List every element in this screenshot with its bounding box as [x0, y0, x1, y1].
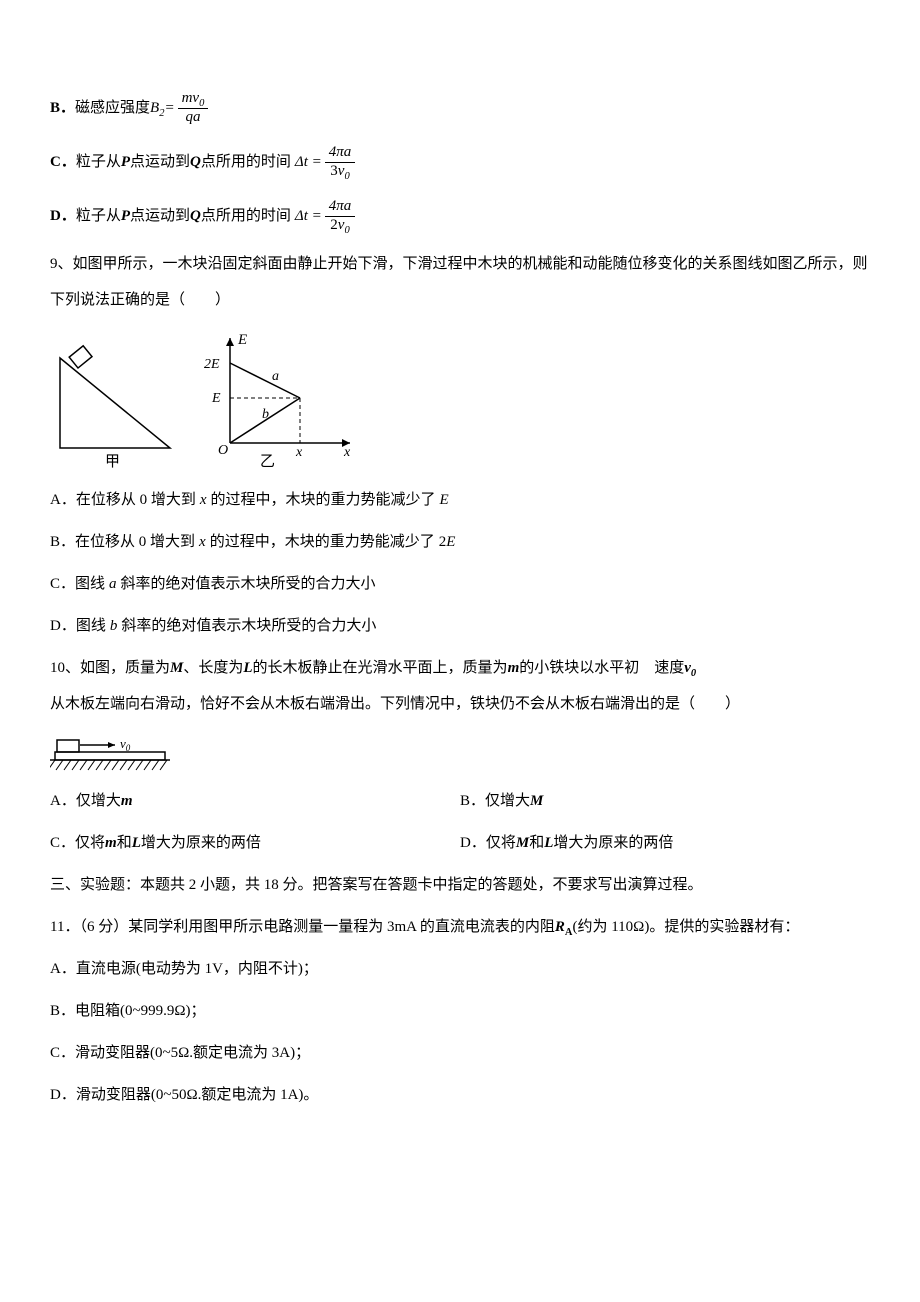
- q11-option-d: D．滑动变阻器(0~50Ω.额定电流为 1A)。: [50, 1077, 870, 1113]
- svg-text:x: x: [295, 445, 303, 460]
- sym-b2: B2: [150, 90, 164, 126]
- delta-t: Δt =: [295, 144, 322, 180]
- fraction: 4πa 3v0: [325, 144, 356, 180]
- q9-option-d: D．图线 b 斜率的绝对值表示木块所受的合力大小: [50, 608, 870, 644]
- q10-stem: 10、如图，质量为 M 、长度为 L 的长木板静止在光滑水平面上，质量为 m 的…: [50, 650, 870, 722]
- q11-stem: 11．（6 分）某同学利用图甲所示电路测量一量程为 3mA 的直流电流表的内阻 …: [50, 909, 870, 945]
- opt-text: 粒子从: [76, 144, 121, 180]
- q11-option-a: A．直流电源(电动势为 1V，内阻不计)；: [50, 951, 870, 987]
- q10-figure: v0: [50, 730, 870, 775]
- svg-text:O: O: [218, 443, 228, 458]
- q9-figures: 甲 E 2E E a b O x x 乙: [50, 328, 870, 468]
- q11-option-b: B．电阻箱(0~999.9Ω)；: [50, 993, 870, 1029]
- point-q: Q: [190, 198, 201, 234]
- incline-diagram: 甲: [50, 338, 180, 468]
- svg-text:E: E: [237, 332, 247, 348]
- q10-options-row1: A．仅增大 m B．仅增大 M: [50, 783, 870, 825]
- section3-heading: 三、实验题：本题共 2 小题，共 18 分。把答案写在答题卡中指定的答题处，不要…: [50, 867, 870, 903]
- opt-text: 点所用的时间: [201, 198, 291, 234]
- opt-prefix: C．: [50, 144, 76, 180]
- opt-text: 磁感应强度: [75, 90, 150, 126]
- q10-option-a: A．仅增大 m: [50, 783, 460, 819]
- q9-option-b: B．在位移从 0 增大到 x 的过程中，木块的重力势能减少了 2E: [50, 524, 870, 560]
- q8-option-b: B． 磁感应强度 B2 = mv0 qa: [50, 90, 870, 126]
- q10-option-c: C．仅将 m 和 L 增大为原来的两倍: [50, 825, 460, 861]
- q10-option-b: B．仅增大 M: [460, 783, 870, 819]
- point-p: P: [121, 198, 130, 234]
- opt-text: 粒子从: [76, 198, 121, 234]
- opt-text: 点运动到: [130, 198, 190, 234]
- opt-prefix: B．: [50, 90, 75, 126]
- energy-graph: E 2E E a b O x x 乙: [200, 328, 360, 468]
- q9-option-c: C．图线 a 斜率的绝对值表示木块所受的合力大小: [50, 566, 870, 602]
- opt-text: 点运动到: [130, 144, 190, 180]
- svg-text:v0: v0: [120, 736, 131, 753]
- svg-text:E: E: [211, 391, 221, 406]
- q8-option-c: C． 粒子从 P 点运动到 Q 点所用的时间 Δt = 4πa 3v0: [50, 144, 870, 180]
- svg-text:b: b: [262, 407, 269, 422]
- svg-text:a: a: [272, 369, 279, 384]
- q8-option-d: D． 粒子从 P 点运动到 Q 点所用的时间 Δt = 4πa 2v0: [50, 198, 870, 234]
- fraction: 4πa 2v0: [325, 198, 356, 234]
- eq: =: [164, 90, 174, 126]
- opt-text: 点所用的时间: [201, 144, 291, 180]
- block-board-diagram: v0: [50, 730, 180, 775]
- svg-text:2E: 2E: [204, 357, 220, 372]
- q9-stem: 9、如图甲所示，一木块沿固定斜面由静止开始下滑，下滑过程中木块的机械能和动能随位…: [50, 246, 870, 318]
- point-p: P: [121, 144, 130, 180]
- point-q: Q: [190, 144, 201, 180]
- q10-option-d: D．仅将 M 和 L 增大为原来的两倍: [460, 825, 870, 861]
- delta-t: Δt =: [295, 198, 322, 234]
- q9-figure-jia: 甲: [50, 338, 180, 468]
- svg-text:甲: 甲: [105, 454, 120, 468]
- fraction: mv0 qa: [178, 90, 209, 126]
- q9-option-a: A．在位移从 0 增大到 x 的过程中，木块的重力势能减少了 E: [50, 482, 870, 518]
- q11-option-c: C．滑动变阻器(0~5Ω.额定电流为 3A)；: [50, 1035, 870, 1071]
- q9-figure-yi: E 2E E a b O x x 乙: [200, 328, 360, 468]
- svg-text:x: x: [343, 445, 351, 460]
- q10-options-row2: C．仅将 m 和 L 增大为原来的两倍 D．仅将 M 和 L 增大为原来的两倍: [50, 825, 870, 867]
- svg-text:乙: 乙: [260, 454, 275, 468]
- opt-prefix: D．: [50, 198, 76, 234]
